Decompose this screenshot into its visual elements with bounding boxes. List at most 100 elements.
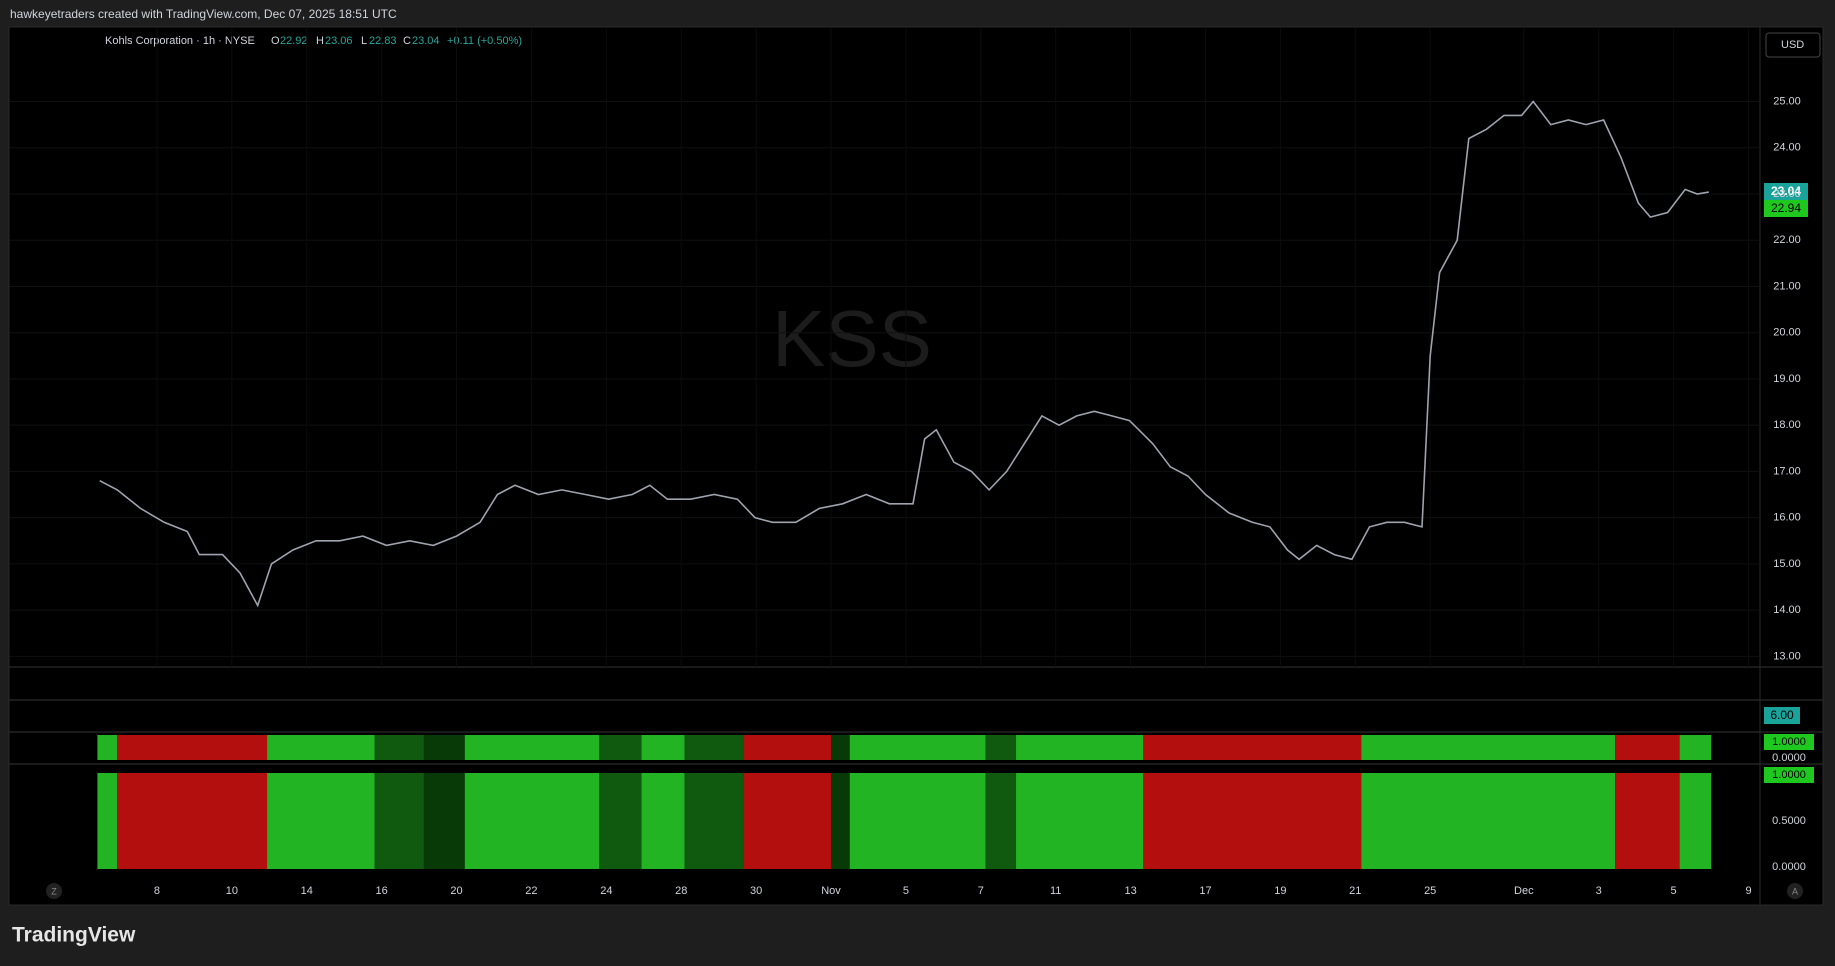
regime-bar	[1679, 773, 1712, 869]
x-tick-label: 9	[1745, 885, 1751, 897]
regime-strip	[267, 735, 375, 760]
panel-label: 0.0000	[1772, 861, 1806, 873]
currency[interactable]: USD	[1781, 39, 1804, 51]
regime-strip	[831, 735, 850, 760]
regime-bar	[743, 773, 832, 869]
y-tick-label: 17.00	[1773, 465, 1801, 477]
price-line	[99, 100, 1709, 608]
y-tick-label: 24.00	[1773, 142, 1801, 154]
y-tick-label: 13.00	[1773, 650, 1801, 662]
regime-strip	[1143, 735, 1362, 760]
y-tick-label: 18.00	[1773, 419, 1801, 431]
last-price-box	[1764, 183, 1808, 200]
regime-bar	[641, 773, 685, 869]
x-tick-label: 19	[1274, 885, 1286, 897]
legend-label: L	[361, 35, 367, 47]
regime-bar	[599, 773, 642, 869]
regime-strip	[117, 735, 268, 760]
regime-strip	[1016, 735, 1144, 760]
x-tick-label: 5	[903, 885, 909, 897]
brand: TradingView	[12, 924, 136, 947]
regime-strip	[985, 735, 1017, 760]
legend-change: +0.11 (+0.50%)	[447, 35, 522, 47]
x-tick-label: 16	[376, 885, 388, 897]
x-tick-label: 3	[1596, 885, 1602, 897]
regime-strip	[599, 735, 642, 760]
y-tick-label: 14.00	[1773, 604, 1801, 616]
x-tick-label: 17	[1199, 885, 1211, 897]
regime-strip	[849, 735, 986, 760]
regime-bar	[1361, 773, 1616, 869]
panel-label-box	[1764, 734, 1814, 750]
regime-bar	[1143, 773, 1362, 869]
x-tick-label: 25	[1424, 885, 1436, 897]
y-tick-label: 15.00	[1773, 558, 1801, 570]
panel-label-box	[1764, 707, 1800, 724]
legend-symbol: Kohls Corporation · 1h · NYSE	[105, 35, 255, 47]
panel-label: 0.0000	[1772, 752, 1806, 764]
regime-strip	[1361, 735, 1616, 760]
x-tick-label: 13	[1124, 885, 1136, 897]
corner-button[interactable]	[1787, 883, 1803, 899]
x-tick-label: Nov	[821, 885, 841, 897]
regime-bar	[684, 773, 744, 869]
regime-bar	[423, 773, 465, 869]
regime-strip	[97, 735, 118, 760]
regime-bar	[267, 773, 375, 869]
x-tick-label: 10	[226, 885, 238, 897]
indicator-price-box	[1764, 200, 1808, 217]
regime-strip	[1679, 735, 1712, 760]
currency-button[interactable]	[1765, 32, 1821, 58]
x-tick-label: Dec	[1514, 885, 1534, 897]
legend: Kohls Corporation · 1h · NYSE O 22.92 H …	[105, 35, 522, 47]
y-tick-label: 22.00	[1773, 234, 1801, 246]
y-tick-label: 23.00	[1773, 188, 1801, 200]
last-price: 23.04	[1771, 184, 1801, 198]
legend-label: O	[271, 35, 280, 47]
panel-label-box	[1764, 767, 1814, 783]
y-tick-label: 19.00	[1773, 373, 1801, 385]
regime-bar	[97, 773, 118, 869]
header: hawkeyetraders created with TradingView.…	[10, 7, 397, 21]
x-tick-label: 8	[154, 885, 160, 897]
regime-bar	[849, 773, 986, 869]
legend-value: 23.04	[412, 35, 440, 47]
regime-strip	[464, 735, 600, 760]
x-tick-label: 11	[1050, 885, 1061, 897]
regime-strip	[374, 735, 424, 760]
regime-strip	[641, 735, 685, 760]
x-tick-label: 5	[1671, 885, 1677, 897]
corner-label[interactable]: A	[1792, 886, 1798, 896]
indicator-price: 22.94	[1771, 201, 1801, 215]
x-tick-label: 24	[600, 885, 612, 897]
x-tick-label: 21	[1349, 885, 1361, 897]
y-tick-label: 21.00	[1773, 280, 1801, 292]
corner-button[interactable]	[46, 883, 62, 899]
regime-strip	[1615, 735, 1680, 760]
x-tick-label: 28	[675, 885, 687, 897]
y-tick-label: 25.00	[1773, 95, 1801, 107]
x-tick-label: 20	[450, 885, 462, 897]
y-tick-label: 16.00	[1773, 512, 1801, 524]
regime-bar	[1016, 773, 1144, 869]
panel-label: 1.0000	[1772, 736, 1806, 748]
watermark: KSS	[772, 294, 932, 383]
legend-value: 22.92	[280, 35, 308, 47]
regime-strip	[423, 735, 465, 760]
legend-value: 23.06	[325, 35, 353, 47]
panel-label: 0.5000	[1772, 815, 1806, 827]
x-tick-label: 7	[978, 885, 984, 897]
corner-label[interactable]: Z	[51, 886, 57, 896]
y-tick-label: 20.00	[1773, 327, 1801, 339]
regime-bar	[374, 773, 424, 869]
legend-value: 22.83	[369, 35, 397, 47]
regime-bar	[1615, 773, 1680, 869]
regime-bar	[117, 773, 268, 869]
x-tick-label: 30	[750, 885, 762, 897]
regime-bar	[985, 773, 1017, 869]
legend-label: H	[316, 35, 324, 47]
regime-strip	[684, 735, 744, 760]
x-tick-label: 22	[525, 885, 537, 897]
